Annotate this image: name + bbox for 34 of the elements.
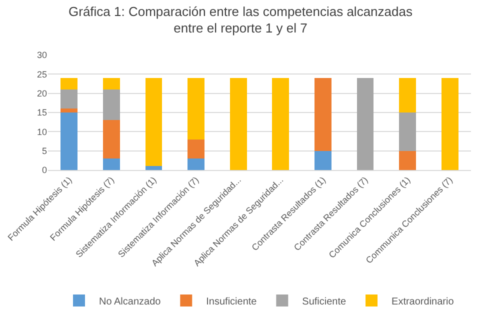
bar: [102, 78, 120, 90]
chart-title: Gráfica 1: Comparación entre las competencias alcanzadas entre el reporte 1 y el 7: [68, 4, 413, 36]
bar: [188, 139, 205, 158]
y-tick-label: 20: [36, 88, 47, 98]
bar: [102, 120, 120, 158]
bar: [399, 78, 416, 112]
bar: [102, 90, 120, 120]
bar: [230, 78, 247, 170]
bar: [60, 90, 78, 109]
y-tick-label: 0: [42, 165, 47, 176]
legend-label: Insuficiente: [206, 296, 258, 308]
bar: [188, 78, 205, 140]
bar: [145, 166, 162, 170]
bar: [60, 112, 78, 170]
bar: [314, 78, 332, 151]
y-tick-label: 30: [36, 50, 47, 60]
bar: [145, 78, 162, 166]
bar: [441, 78, 458, 170]
legend-label: No Alcanzado: [99, 296, 162, 308]
bar: [399, 112, 416, 151]
y-tick-label: 10: [36, 126, 47, 137]
bar: [272, 78, 290, 170]
bar: [60, 108, 78, 112]
y-tick-label: 5: [42, 146, 47, 156]
y-tick-label: 25: [36, 69, 47, 80]
bar: [60, 78, 78, 90]
y-tick-label: 15: [36, 108, 47, 118]
legend-label: Extraordinario: [392, 296, 454, 308]
bar: [314, 150, 332, 170]
bar: [399, 150, 416, 170]
bar: [188, 158, 205, 170]
bar: [356, 78, 374, 170]
bar: [102, 158, 120, 170]
legend-label: Suficiente: [302, 296, 347, 308]
